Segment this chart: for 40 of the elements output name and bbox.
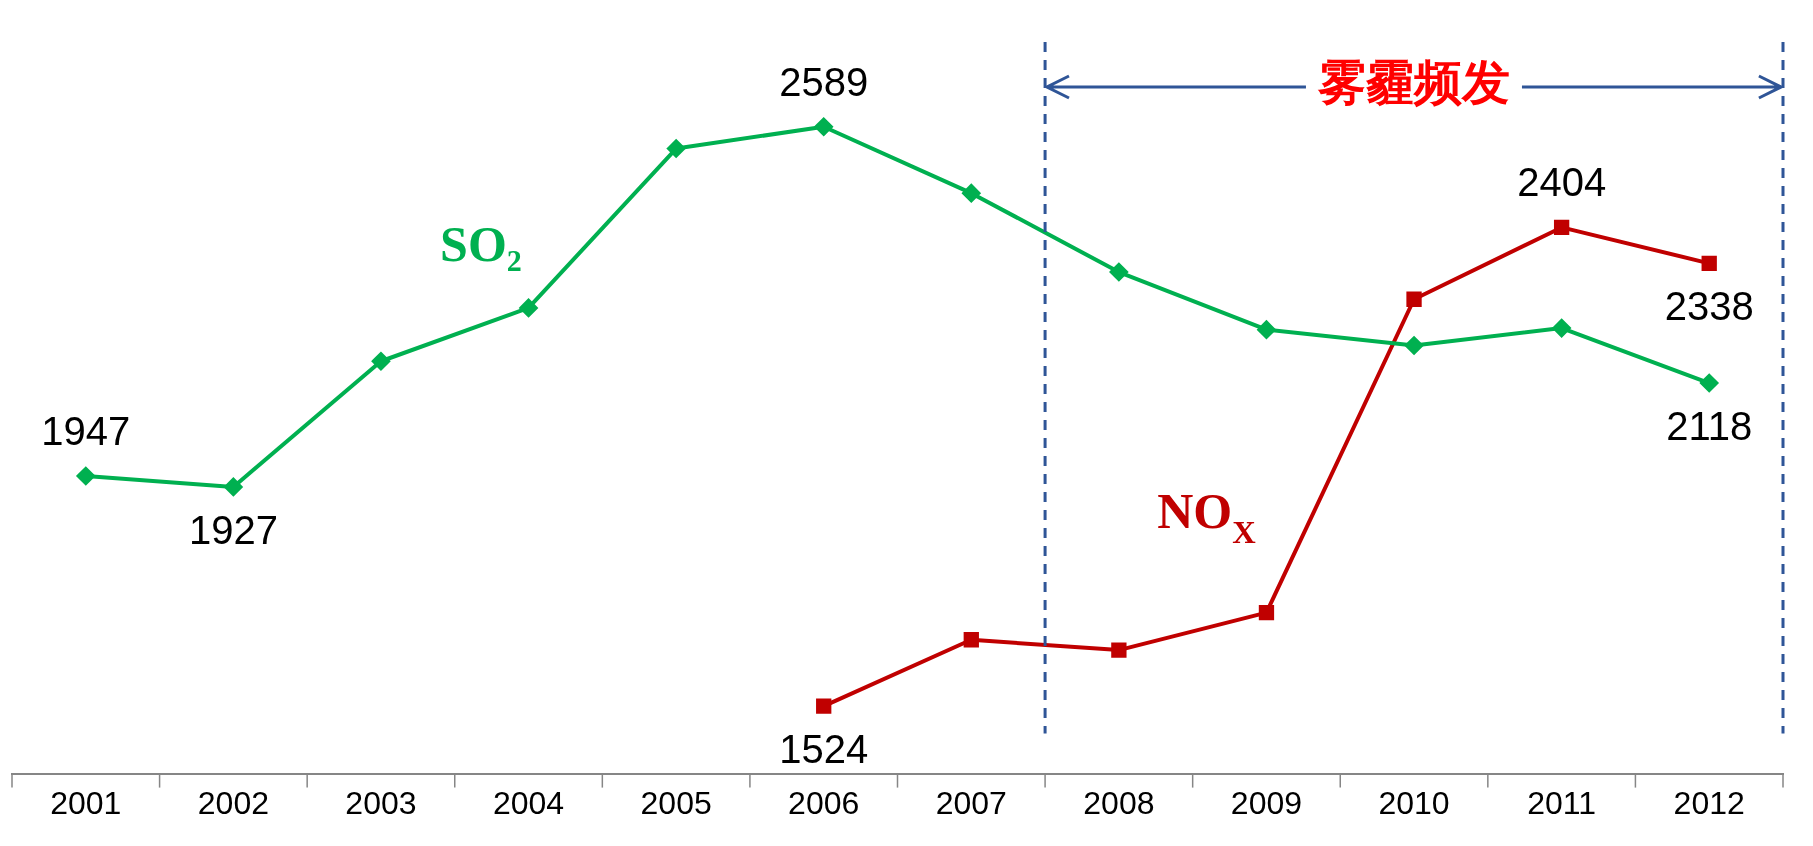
point — [963, 632, 979, 648]
x-tick-label: 2004 — [492, 784, 565, 821]
text: 雾霾频发 — [1317, 56, 1511, 110]
point — [1701, 255, 1717, 271]
x-tick-label: 2012 — [1673, 784, 1745, 821]
x-tick-label: 2008 — [1083, 784, 1155, 821]
point — [1552, 319, 1571, 338]
point — [1258, 604, 1275, 621]
point — [962, 184, 981, 203]
point — [1109, 263, 1128, 282]
point — [1700, 374, 1719, 393]
data-label: 2118 — [1666, 404, 1753, 449]
data-label: 1524 — [779, 727, 869, 772]
x-tick-label: 2001 — [50, 784, 122, 821]
point — [1257, 320, 1276, 339]
point — [76, 467, 95, 486]
point — [1111, 642, 1127, 658]
point — [1405, 336, 1424, 355]
point — [1553, 219, 1570, 236]
point — [1406, 291, 1422, 307]
data-label: 1947 — [41, 409, 131, 454]
point — [371, 352, 390, 371]
x-tick-label: 2011 — [1527, 784, 1597, 821]
point — [224, 477, 243, 496]
x-tick-label: 2002 — [197, 784, 269, 821]
point — [814, 117, 833, 136]
data-label: 2404 — [1517, 160, 1607, 205]
point — [816, 698, 832, 714]
point — [667, 139, 686, 158]
x-tick-label: 2005 — [640, 784, 712, 821]
series-label: SO₂ — [440, 216, 522, 273]
x-tick-label: 2007 — [935, 784, 1007, 821]
data-label: 1927 — [188, 507, 278, 552]
x-tick-label: 2006 — [788, 784, 860, 821]
point — [519, 298, 538, 317]
data-label: 2338 — [1664, 284, 1754, 329]
x-tick-label: 2009 — [1230, 784, 1303, 821]
data-label: 2589 — [779, 59, 869, 104]
x-tick-label: 2003 — [345, 784, 417, 821]
x-tick-label: 2010 — [1378, 784, 1450, 821]
